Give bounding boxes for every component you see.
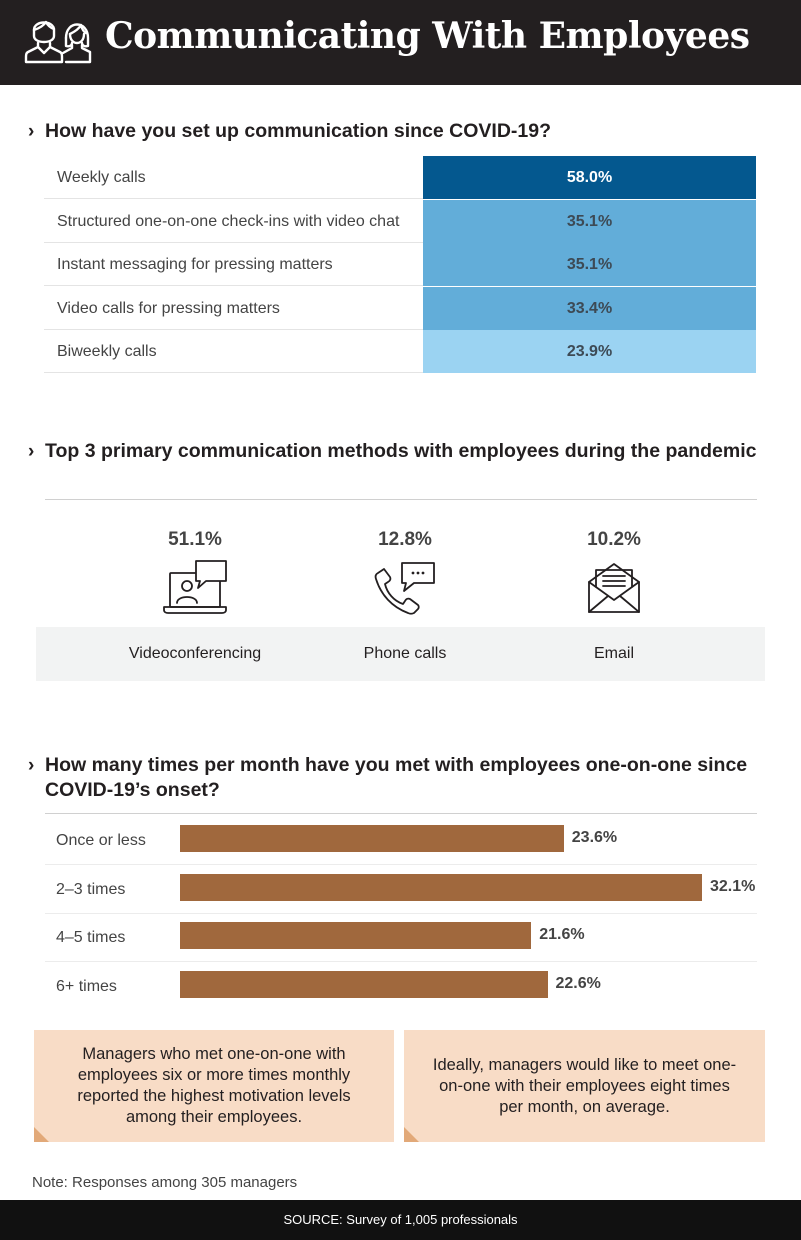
method-value-email: 10.2% [509, 529, 719, 551]
header-banner: Communicating With Employees [0, 0, 801, 85]
method-value: 12.8% [378, 529, 432, 550]
row-divider [45, 912, 757, 914]
method-label-phone: Phone calls [363, 645, 447, 662]
method-label-email: Email [593, 645, 634, 662]
row-divider [45, 961, 757, 962]
chevron-right-icon: › [28, 441, 35, 462]
callout-card-motivation: Managers who met one-on-one with employe… [34, 1030, 394, 1142]
people-icon [24, 20, 92, 64]
bar-category-label: 2–3 times [56, 880, 126, 898]
section-title-primary-methods: Top 3 primary communication methods with… [45, 440, 757, 462]
row-divider [45, 864, 757, 865]
callout-fold-corner [404, 1127, 419, 1142]
table-row-label: Video calls for pressing matters [57, 299, 280, 317]
method-label-videoconferencing: Videoconferencing [128, 645, 262, 662]
chevron-right-icon: › [28, 755, 35, 776]
callout-fold-corner [34, 1127, 49, 1142]
envelope-icon [588, 563, 640, 613]
table-row: Biweekly calls 23.9% [44, 330, 756, 374]
bar [180, 825, 564, 852]
table-row: Instant messaging for pressing matters 35… [44, 243, 756, 287]
table-row-value: 33.4% [423, 286, 756, 330]
bar-category-label: Once or less [56, 832, 146, 849]
method-label-band [36, 627, 765, 681]
callout-text: Ideally, managers would like to meet one… [432, 1055, 737, 1116]
method-value-videoconferencing: 51.1% [90, 529, 300, 551]
bar [180, 970, 548, 998]
method-value: 10.2% [587, 529, 641, 550]
footer-bar: SOURCE: Survey of 1,005 professionals [0, 1200, 801, 1240]
method-value-phone: 12.8% [300, 529, 510, 551]
section-title-meeting-frequency: How many times per month have you met wi… [45, 754, 748, 801]
bar-category-label: 6+ times [56, 977, 117, 995]
callout-card-ideal-meetings: Ideally, managers would like to meet one… [404, 1030, 765, 1142]
table-row-label: Biweekly calls [57, 343, 157, 361]
bar-value-label: 32.1% [710, 877, 756, 895]
table-row-value: 35.1% [423, 199, 756, 243]
section-title-communication-setup: How have you set up communication since … [45, 120, 552, 142]
bar-value-label: 21.6% [539, 926, 585, 943]
bar [180, 873, 702, 901]
bar [180, 922, 532, 949]
chevron-right-icon: › [28, 121, 35, 142]
section-divider [45, 813, 757, 814]
table-row: Weekly calls 58.0% [44, 156, 756, 199]
laptop-video-chat-icon [163, 560, 227, 614]
table-row-label: Weekly calls [57, 169, 146, 186]
bar-value-label: 23.6% [571, 829, 618, 846]
table-row-value: 58.0% [423, 156, 756, 199]
table-row-value: 35.1% [423, 243, 756, 287]
method-value: 51.1% [168, 529, 222, 550]
source-text: SOURCE: Survey of 1,005 professionals [283, 1212, 518, 1227]
bar-category-label: 4–5 times [56, 929, 126, 946]
callout-text: Managers who met one-on-one with employe… [77, 1045, 351, 1126]
table-row: Structured one-on-one check-ins with vid… [44, 199, 756, 243]
footnote: Note: Responses among 305 managers [32, 1174, 298, 1191]
table-row: Video calls for pressing matters 33.4% [44, 286, 756, 330]
phone-chat-icon [374, 562, 435, 615]
table-row-label: Instant messaging for pressing matters [57, 256, 333, 274]
section-divider [45, 499, 757, 500]
page-title: Communicating With Employees [105, 15, 750, 57]
table-row-value: 23.9% [423, 330, 756, 374]
table-row-label: Structured one-on-one check-ins with vid… [57, 212, 400, 230]
bar-value-label: 22.6% [555, 974, 601, 992]
